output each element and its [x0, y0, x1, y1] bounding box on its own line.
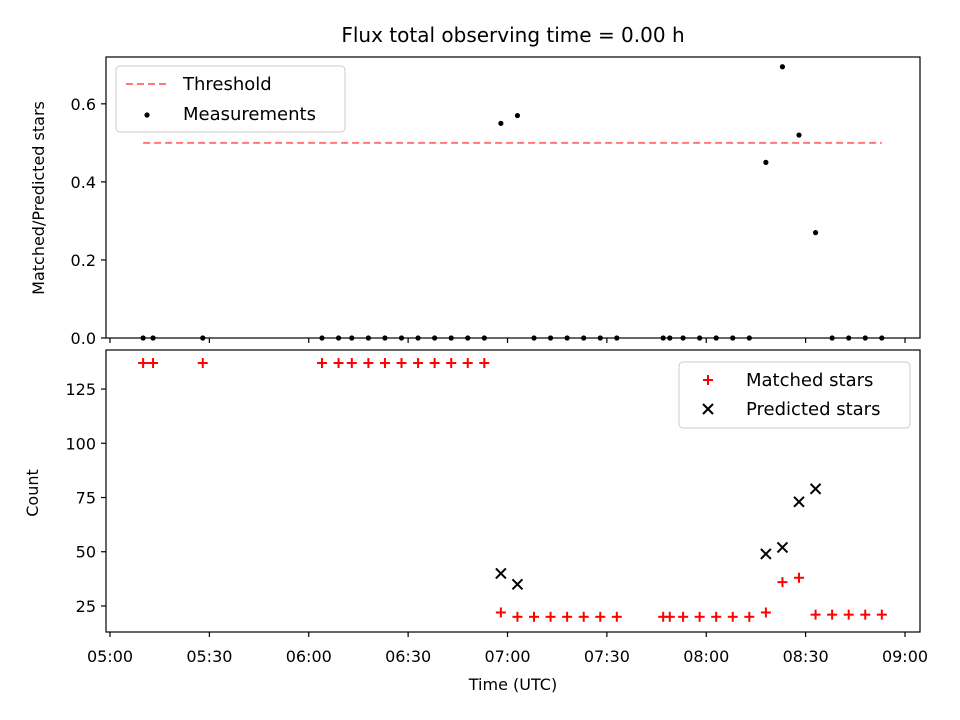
- measurement-point: [498, 120, 504, 126]
- measurement-point: [779, 64, 786, 70]
- bottom-x-ticks: 05:00 05:30 06:00 06:30 07:00 07:30 08:00 08:30…: [87, 632, 928, 666]
- bottom-legend-box: [678, 361, 911, 429]
- bottom-plot-area: [138, 358, 887, 622]
- top-y-tick-label: 0.2: [71, 251, 96, 270]
- matched-star-point: [843, 609, 854, 620]
- matched-star-point: [744, 611, 755, 622]
- matched-star-point: [694, 611, 705, 622]
- predicted-star-point: [495, 567, 507, 580]
- matched-star-point: [678, 611, 689, 622]
- matched-star-point: [379, 358, 390, 369]
- measurements-legend-marker: [144, 112, 150, 118]
- bottom-x-tick-label: 06:30: [385, 647, 431, 666]
- matched-star-point: [317, 358, 327, 369]
- measurement-point: [812, 230, 819, 236]
- measurement-point: [514, 112, 521, 119]
- matched-star-point: [727, 611, 738, 622]
- matched-star-point: [876, 609, 887, 620]
- bottom-x-tick-label: 08:00: [683, 647, 729, 666]
- matched-star-point: [346, 358, 357, 369]
- bottom-x-tick-label: 09:00: [882, 647, 928, 666]
- predicted-star-point: [511, 578, 524, 590]
- predicted-legend-label: Predicted stars: [746, 399, 880, 420]
- matched-star-point: [363, 358, 374, 369]
- matched-star-point: [711, 611, 722, 622]
- matched-star-point: [562, 611, 573, 622]
- bottom-x-tick-label: 08:30: [783, 647, 829, 666]
- bottom-x-tick-label: 07:30: [584, 647, 630, 666]
- top-y-tick-label: 0.4: [71, 173, 96, 192]
- measurement-point: [796, 132, 802, 138]
- top-y-tick-label: 0.0: [71, 329, 96, 348]
- matched-star-point: [479, 358, 490, 369]
- chart-title: Flux total observing time = 0.00 h: [341, 23, 684, 47]
- matched-star-point: [810, 609, 821, 620]
- matched-star-point: [529, 611, 539, 622]
- bottom-x-tick-label: 07:00: [484, 647, 530, 666]
- top-legend-box: [115, 65, 346, 133]
- measurements-legend-label: Measurements: [183, 104, 316, 125]
- bottom-xlabel: Time (UTC): [468, 675, 557, 694]
- predicted-star-point: [760, 548, 772, 560]
- matched-star-point: [777, 577, 788, 588]
- matched-star-point: [197, 358, 208, 369]
- bottom-axes-frame: [105, 349, 921, 633]
- threshold-legend-label: Threshold: [182, 74, 272, 95]
- matched-star-point: [446, 358, 457, 369]
- matched-legend-label: Matched stars: [746, 370, 873, 391]
- predicted-legend-marker: [702, 403, 714, 415]
- bottom-y-tick-label: 100: [65, 434, 96, 453]
- bottom-y-tick-label: 125: [65, 380, 96, 399]
- bottom-x-tick-label: 05:30: [186, 647, 232, 666]
- top-legend: Threshold Measurements: [115, 65, 346, 133]
- bottom-y-tick-label: 50: [76, 543, 96, 562]
- bottom-ylabel: Count: [23, 469, 42, 517]
- matched-star-point: [429, 358, 440, 369]
- top-y-tick-label: 0.6: [71, 95, 96, 114]
- matched-star-point: [333, 358, 344, 369]
- matched-star-point: [495, 607, 506, 618]
- bottom-x-tick-label: 06:00: [286, 647, 332, 666]
- top-x-ticks: [109, 338, 906, 343]
- matched-star-point: [794, 572, 804, 583]
- top-y-ticks: 0.0 0.2 0.4 0.6: [71, 95, 106, 348]
- matched-star-point: [827, 609, 838, 620]
- predicted-star-point: [809, 483, 822, 495]
- matched-legend-marker: [703, 375, 713, 385]
- matched-star-point: [760, 607, 771, 618]
- matched-star-point: [595, 611, 606, 622]
- bottom-legend: Matched stars Predicted stars: [678, 361, 911, 429]
- matched-star-point: [545, 611, 556, 622]
- matched-star-point: [396, 358, 407, 369]
- bottom-x-tick-label: 05:00: [87, 647, 133, 666]
- predicted-star-point: [776, 541, 789, 554]
- matched-star-point: [462, 358, 473, 369]
- matched-star-point: [512, 611, 523, 622]
- matched-star-point: [148, 358, 159, 369]
- top-panel: Flux total observing time = 0.00 h Match…: [29, 23, 921, 348]
- bottom-panel: Count Time (UTC) 25 50 75 100 125 05:00 05:30…: [23, 349, 928, 694]
- matched-star-point: [413, 358, 424, 369]
- top-ylabel: Matched/Predicted stars: [29, 101, 48, 295]
- matched-star-point: [138, 358, 149, 369]
- predicted-star-point: [793, 496, 805, 508]
- matched-star-point: [578, 611, 589, 622]
- matched-star-point: [664, 611, 675, 622]
- matched-star-point: [860, 609, 871, 620]
- measurement-point: [763, 159, 769, 165]
- bottom-y-tick-label: 25: [76, 597, 96, 616]
- bottom-y-tick-label: 75: [76, 489, 96, 508]
- matched-star-point: [611, 611, 622, 622]
- bottom-y-ticks: 25 50 75 100 125: [65, 380, 106, 616]
- top-axes-frame: [105, 56, 921, 339]
